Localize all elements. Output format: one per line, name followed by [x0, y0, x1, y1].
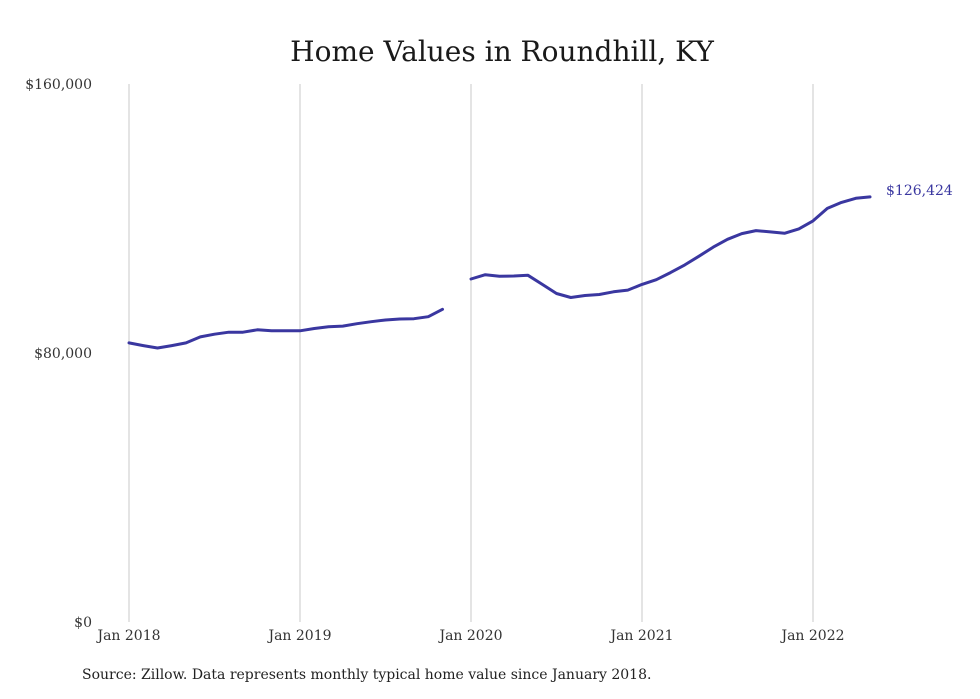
x-tick-label: Jan 2022 — [779, 628, 844, 644]
source-note: Source: Zillow. Data represents monthly … — [82, 667, 652, 683]
x-tick-label: Jan 2020 — [437, 628, 502, 644]
chart-title: Home Values in Roundhill, KY — [290, 35, 714, 68]
x-tick-label: Jan 2018 — [95, 628, 160, 644]
home-value-line — [127, 195, 872, 350]
y-axis-tick-labels: $0 $80,000 $160,000 — [25, 77, 92, 631]
x-tick-label: Jan 2021 — [608, 628, 673, 644]
line-segment-2 — [469, 195, 872, 299]
x-tick-label: Jan 2019 — [266, 628, 331, 644]
y-tick-label: $80,000 — [34, 346, 92, 362]
y-tick-label: $0 — [74, 615, 92, 631]
gridlines — [128, 84, 814, 622]
x-axis-tick-labels: Jan 2018 Jan 2019 Jan 2020 Jan 2021 Jan 2022 — [95, 628, 844, 644]
y-tick-label: $160,000 — [25, 77, 92, 93]
line-segment-1 — [127, 307, 444, 350]
last-value-label: $126,424 — [886, 183, 953, 199]
